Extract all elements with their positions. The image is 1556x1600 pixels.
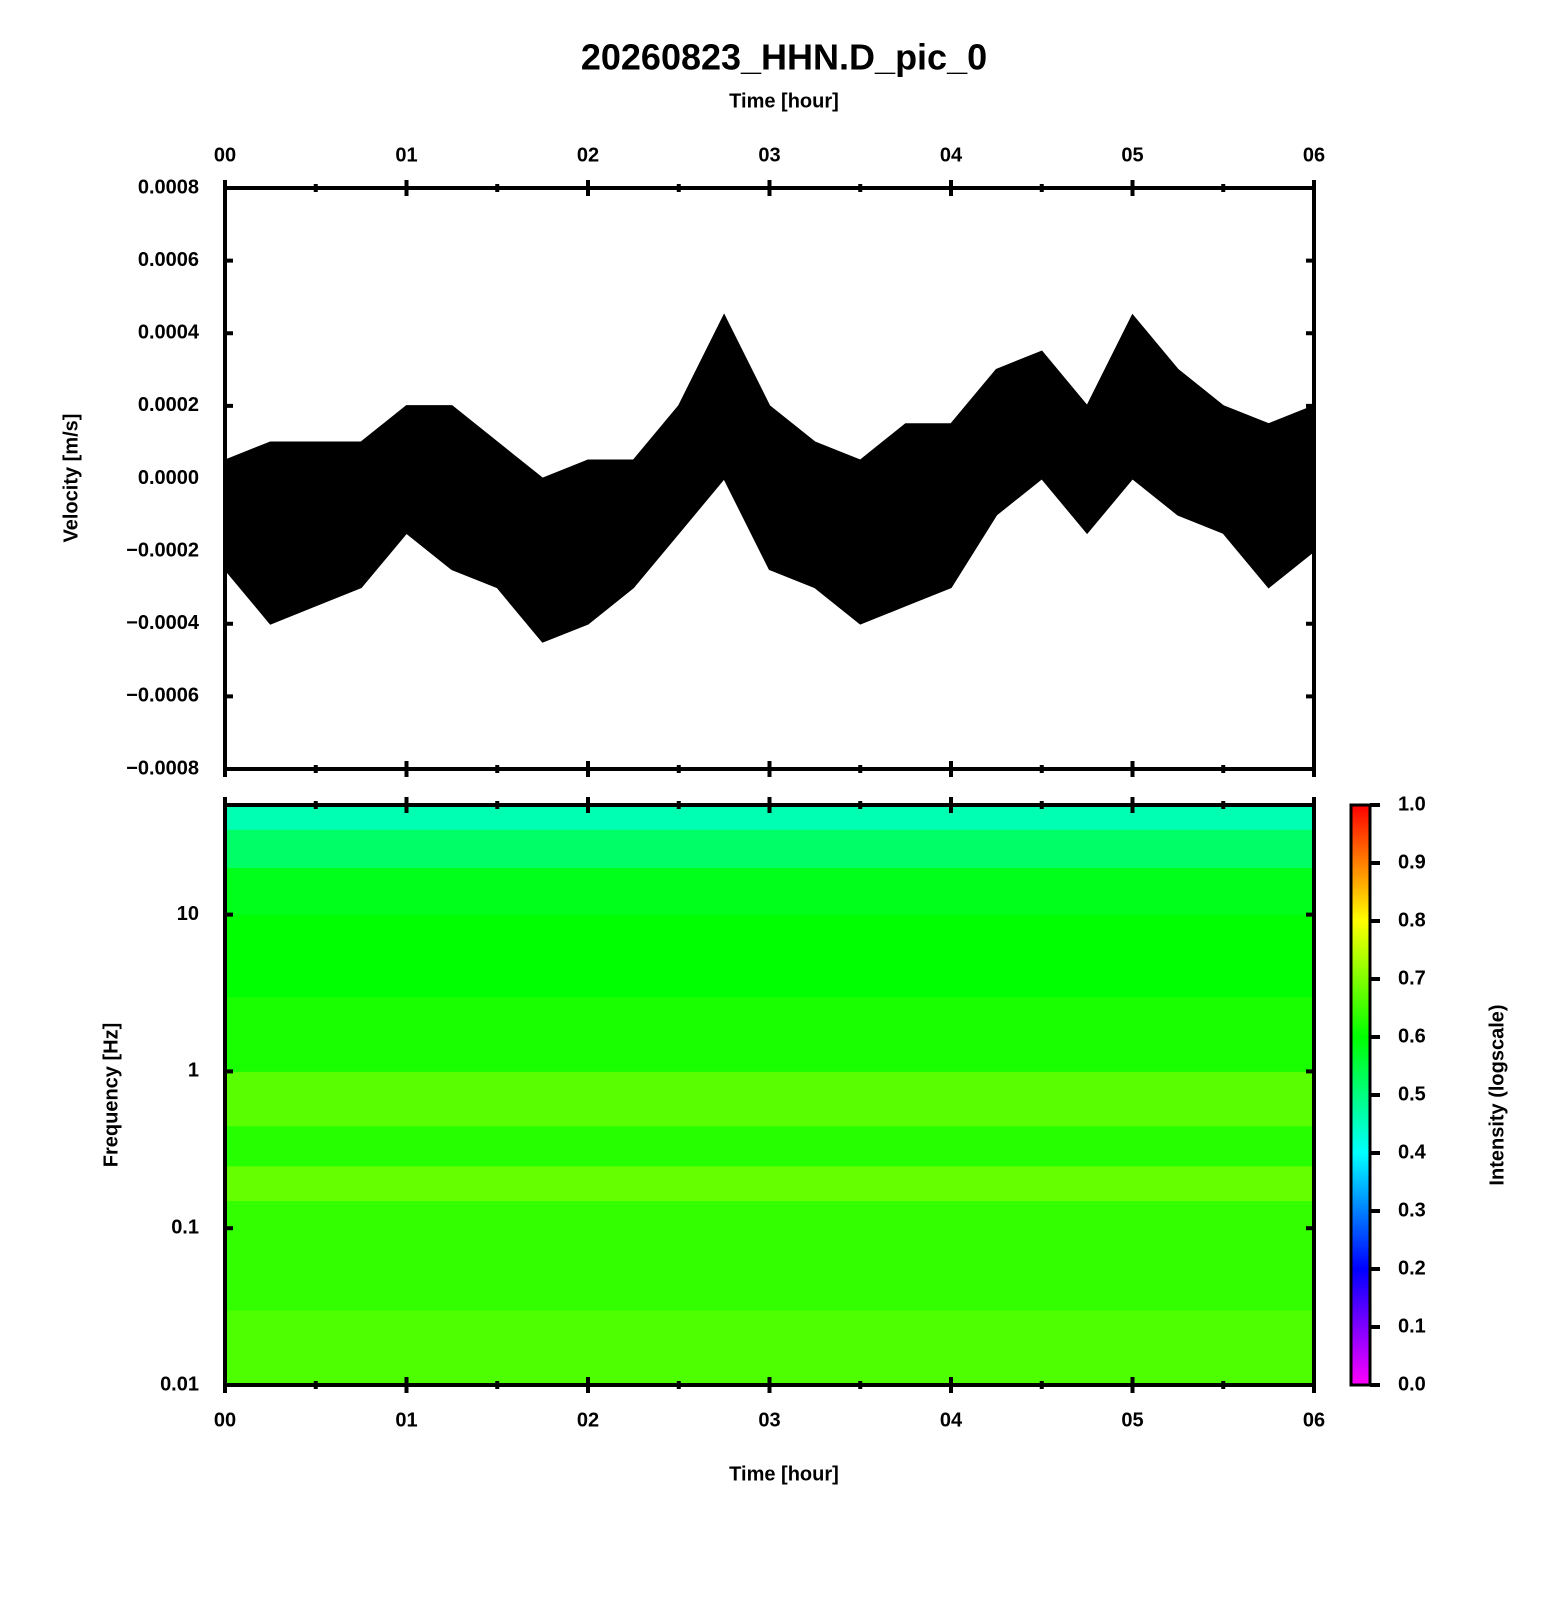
colorbar-title: Intensity (logscale) (1486, 1004, 1508, 1185)
spectrogram-cell (225, 1165, 1314, 1202)
y-tick-label: 0.0000 (138, 467, 199, 489)
colorbar-tick-label: 1.0 (1398, 793, 1426, 815)
spectrogram-cell (225, 1310, 1314, 1386)
y-axis-title: Velocity [m/s] (60, 414, 82, 543)
y-tick-label: 0.0008 (138, 176, 199, 198)
spectrogram-cell (225, 914, 1314, 998)
y-axis-title: Frequency [Hz] (100, 1023, 122, 1167)
colorbar-tick-label: 0.3 (1398, 1199, 1426, 1221)
colorbar-tick-label: 0.6 (1398, 1025, 1426, 1047)
colorbar-tick-label: 0.1 (1398, 1315, 1426, 1337)
y-tick-label: 0.0002 (138, 394, 199, 416)
spectrogram-cell (225, 1071, 1314, 1127)
x-tick-label: 03 (758, 1409, 780, 1431)
velocity-band (224, 313, 1315, 643)
spectrogram-cell (225, 829, 1314, 868)
x-tick-label: 05 (1121, 1409, 1143, 1431)
colorbar-tick-label: 0.5 (1398, 1083, 1426, 1105)
y-tick-label: 0.0006 (138, 249, 199, 271)
top-x-axis-title: Time [hour] (729, 90, 839, 112)
plot-frame (223, 803, 1316, 1387)
spectrogram-cell (225, 1228, 1314, 1311)
colorbar-tick-label: 0.2 (1398, 1257, 1426, 1279)
colorbar-tick-label: 0.7 (1398, 967, 1426, 989)
x-tick-label: 04 (940, 144, 963, 166)
y-tick-label: −0.0004 (126, 612, 200, 634)
x-tick-label: 00 (214, 144, 236, 166)
spectrogram-cell (225, 996, 1314, 1072)
x-tick-label: 06 (1303, 1409, 1325, 1431)
x-tick-label: 02 (577, 144, 599, 166)
y-tick-label: −0.0008 (126, 757, 199, 779)
y-tick-label: 0.01 (160, 1373, 199, 1395)
y-tick-label: 10 (177, 903, 199, 925)
y-tick-label: −0.0002 (126, 539, 199, 561)
chart-title: 20260823_HHN.D_pic_0 (581, 37, 987, 78)
spectrogram-cell (225, 1200, 1314, 1229)
colorbar-tick-label: 0.0 (1398, 1373, 1426, 1395)
x-tick-label: 05 (1121, 144, 1143, 166)
colorbar-tick-label: 0.8 (1398, 909, 1426, 931)
y-tick-label: 0.1 (171, 1216, 199, 1238)
y-tick-label: −0.0006 (126, 685, 199, 707)
y-tick-label: 1 (188, 1060, 199, 1082)
x-tick-label: 01 (395, 1409, 417, 1431)
spectrogram-cell (225, 867, 1314, 916)
y-tick-label: 0.0004 (138, 322, 200, 344)
colorbar-tick-label: 0.4 (1398, 1141, 1427, 1163)
x-tick-label: 03 (758, 144, 780, 166)
spectrogram-cell (225, 1125, 1314, 1167)
colorbar-tick-label: 0.9 (1398, 851, 1426, 873)
x-tick-label: 06 (1303, 144, 1325, 166)
plot-frame (223, 186, 1316, 771)
x-tick-label: 00 (214, 1409, 236, 1431)
x-tick-label: 01 (395, 144, 417, 166)
x-tick-label: 02 (577, 1409, 599, 1431)
x-tick-label: 04 (940, 1409, 963, 1431)
x-axis-title: Time [hour] (729, 1463, 839, 1485)
colorbar (1349, 803, 1372, 1387)
